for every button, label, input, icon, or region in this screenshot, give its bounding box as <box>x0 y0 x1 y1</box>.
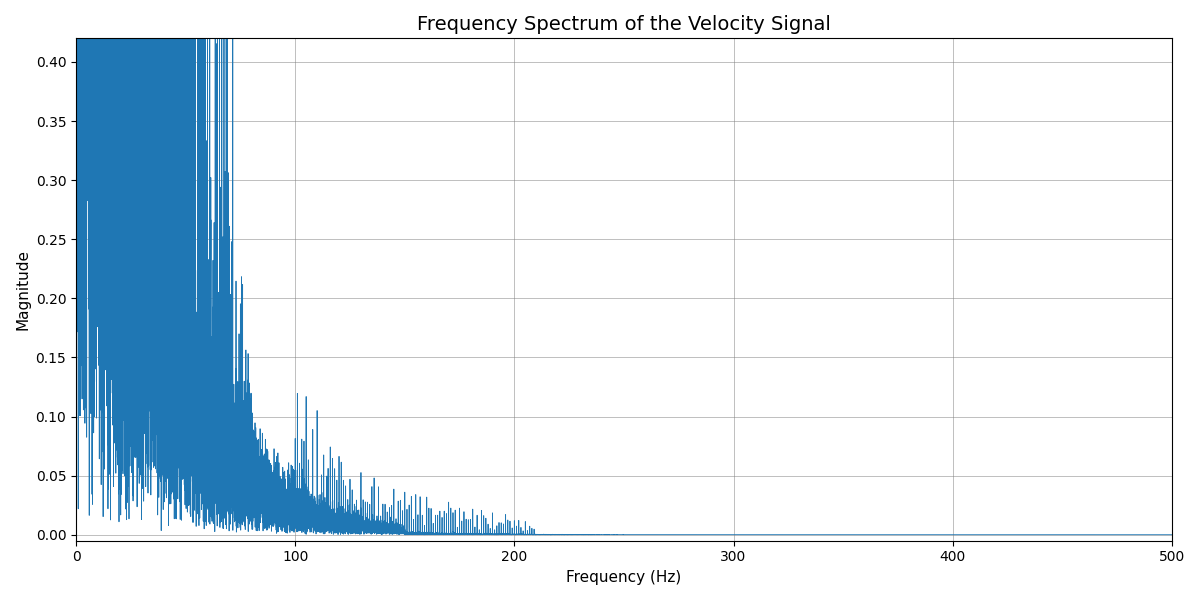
Y-axis label: Magnitude: Magnitude <box>14 249 30 330</box>
X-axis label: Frequency (Hz): Frequency (Hz) <box>566 570 682 585</box>
Title: Frequency Spectrum of the Velocity Signal: Frequency Spectrum of the Velocity Signa… <box>418 15 830 34</box>
